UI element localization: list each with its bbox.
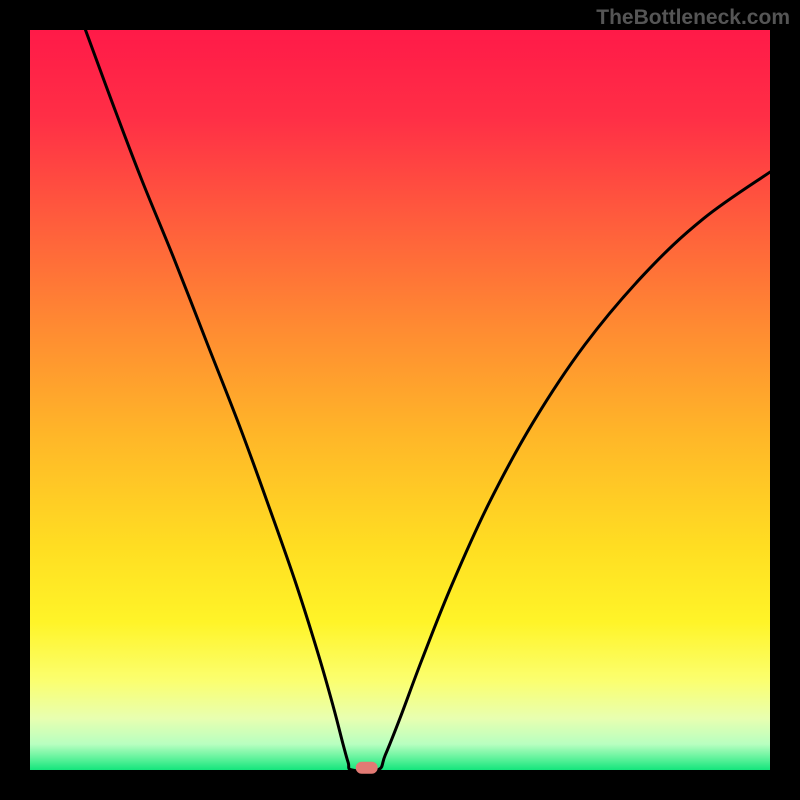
bottleneck-chart (0, 0, 800, 800)
watermark-label: TheBottleneck.com (596, 6, 790, 29)
minimum-marker (356, 762, 378, 774)
chart-container (0, 0, 800, 800)
plot-background (30, 30, 770, 770)
watermark-text: TheBottleneck.com (596, 6, 790, 30)
